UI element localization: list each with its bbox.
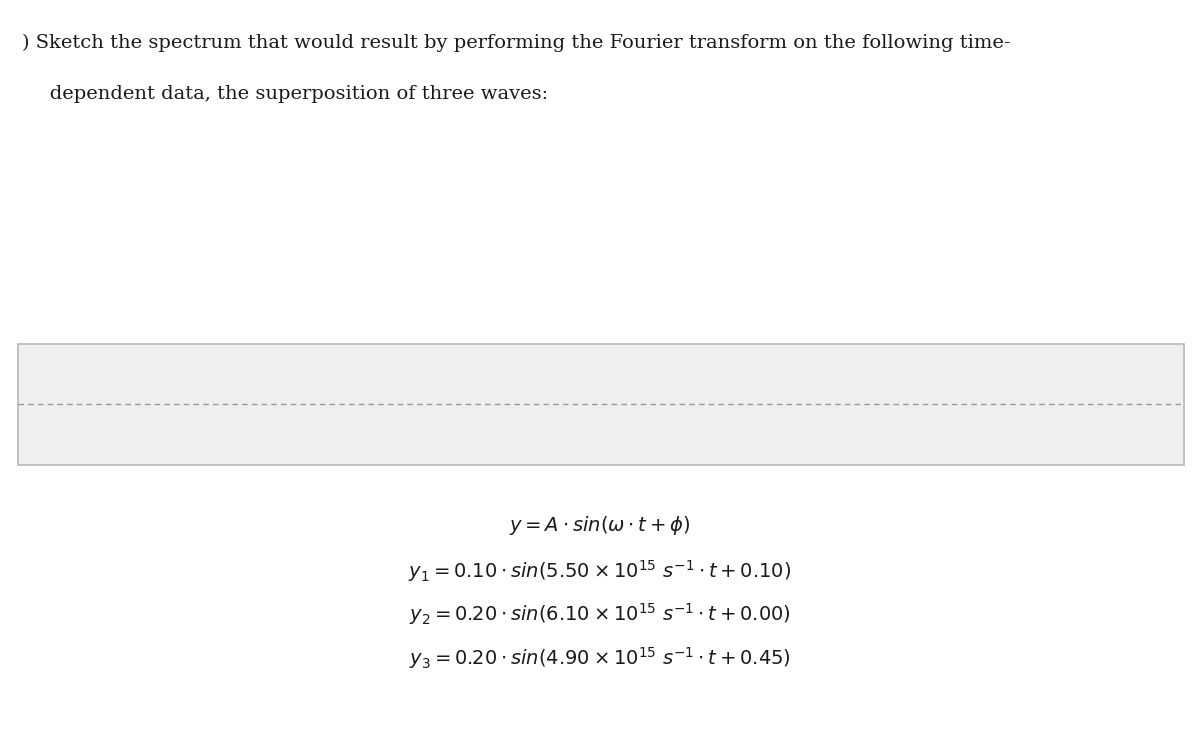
Text: dependent data, the superposition of three waves:: dependent data, the superposition of thr… — [31, 85, 548, 104]
Text: $y = A \cdot sin(\omega \cdot t + \phi)$: $y = A \cdot sin(\omega \cdot t + \phi)$ — [510, 514, 690, 537]
Bar — [18, 344, 1184, 465]
Text: $y_2 = 0.20 \cdot sin(6.10 \times 10^{15}\ s^{-1} \cdot t + 0.00)$: $y_2 = 0.20 \cdot sin(6.10 \times 10^{15… — [409, 601, 791, 627]
Text: ) Sketch the spectrum that would result by performing the Fourier transform on t: ) Sketch the spectrum that would result … — [22, 34, 1010, 52]
Text: $y_1 = 0.10 \cdot sin(5.50 \times 10^{15}\ s^{-1} \cdot t + 0.10)$: $y_1 = 0.10 \cdot sin(5.50 \times 10^{15… — [408, 558, 792, 584]
Text: $y_3 = 0.20 \cdot sin(4.90 \times 10^{15}\ s^{-1} \cdot t + 0.45)$: $y_3 = 0.20 \cdot sin(4.90 \times 10^{15… — [409, 645, 791, 671]
